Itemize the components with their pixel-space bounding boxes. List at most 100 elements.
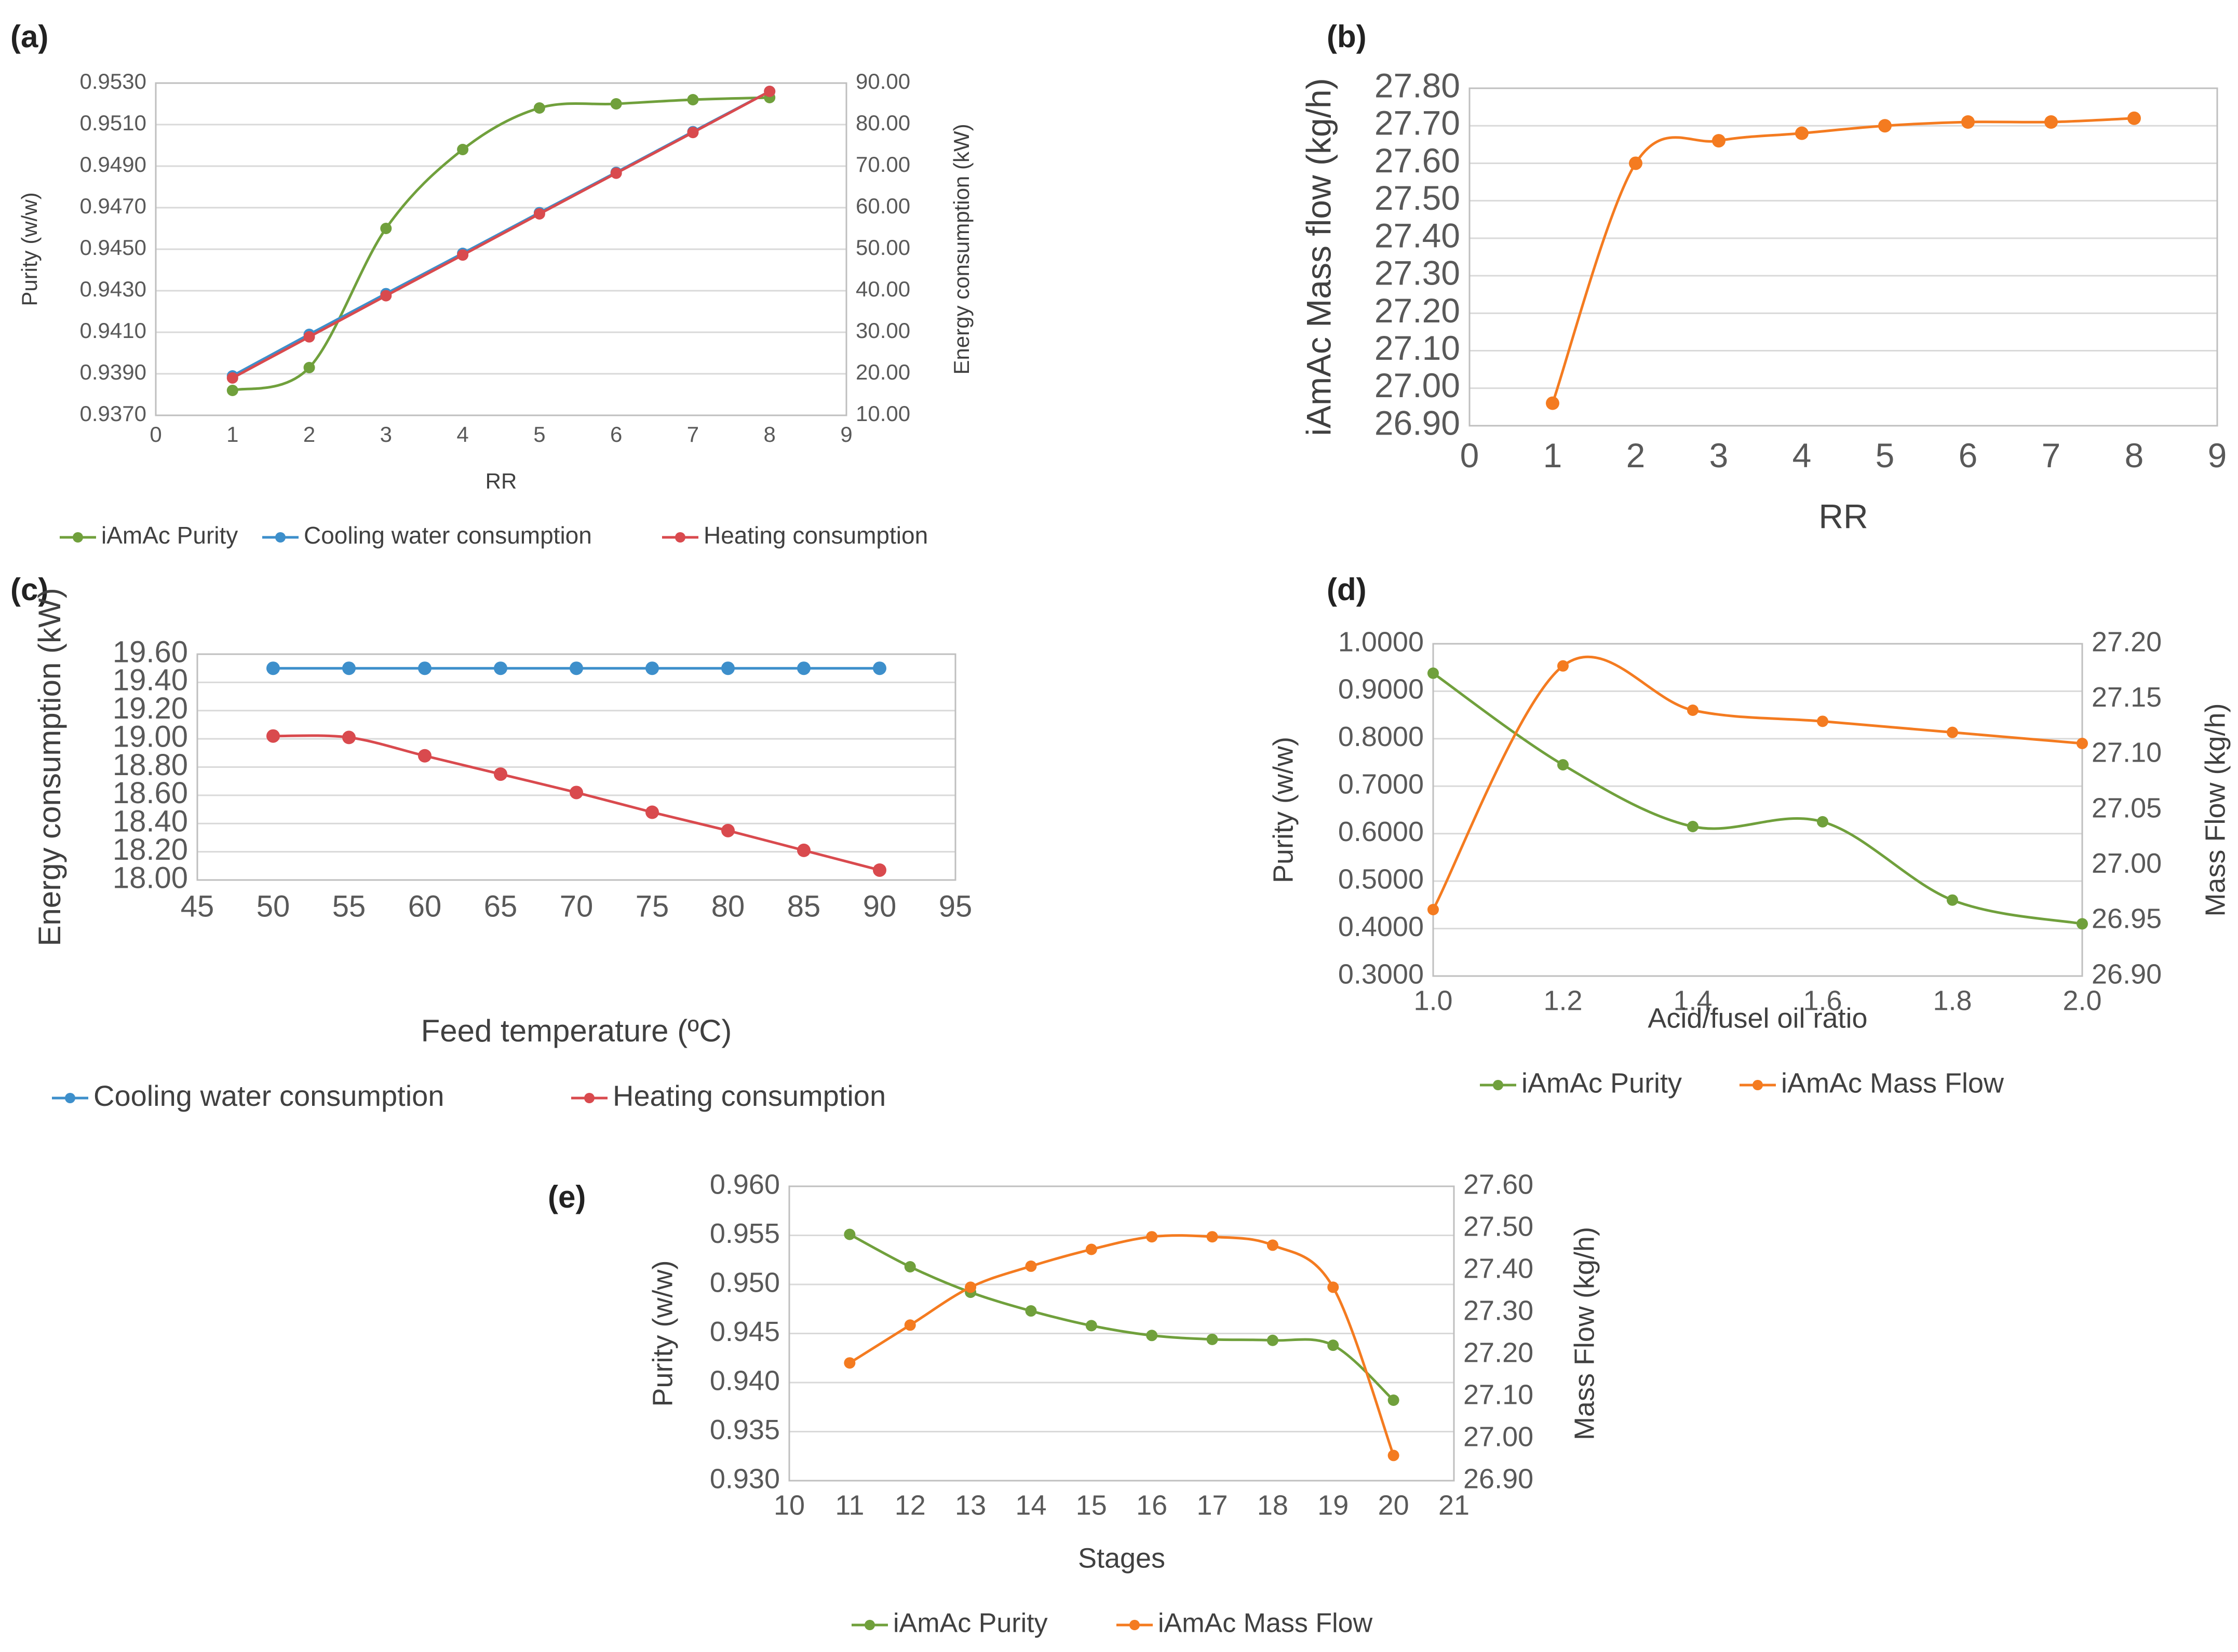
x-axis-title: RR bbox=[1818, 497, 1868, 535]
y2-tick-label: 27.00 bbox=[2092, 848, 2162, 879]
x-tick-label: 55 bbox=[332, 889, 366, 923]
plot-frame bbox=[196, 653, 956, 881]
x-tick-label: 1.6 bbox=[1803, 985, 1842, 1017]
y-tick-label: 0.9000 bbox=[1338, 674, 1424, 705]
data-point bbox=[610, 98, 622, 110]
legend-entry: iAmAc Purity bbox=[60, 522, 238, 549]
y-tick-label: 0.9370 bbox=[80, 401, 146, 426]
x-tick-label: 85 bbox=[787, 889, 821, 923]
y2-tick-label: 90.00 bbox=[856, 69, 910, 93]
x-tick-label: 17 bbox=[1197, 1490, 1228, 1521]
data-point bbox=[645, 805, 659, 819]
legend-entry: iAmAc Mass Flow bbox=[1116, 1608, 1373, 1639]
legend-swatch-marker bbox=[1752, 1080, 1763, 1090]
x-tick-label: 3 bbox=[1709, 436, 1729, 475]
y-tick-label: 19.00 bbox=[113, 720, 188, 753]
chart-a: (a) 0.9370 0.9390 0.9410 0.9430 0.9450 0.9470 0… bbox=[10, 19, 974, 549]
data-point bbox=[1795, 126, 1809, 140]
y-axis-title: iAmAc Mass flow (kg/h) bbox=[1299, 78, 1338, 436]
x-tick-label: 8 bbox=[2125, 436, 2144, 475]
data-point bbox=[1878, 119, 1892, 133]
x-tick-label: 7 bbox=[687, 422, 699, 446]
series-line-iamac-purity bbox=[849, 1233, 1395, 1401]
y2-axis-title: Mass Flow (kg/h) bbox=[1569, 1227, 1600, 1440]
chart-b: (b)26.9027.0027.1027.2027.3027.4027.5027… bbox=[1299, 19, 2227, 536]
data-point bbox=[1961, 115, 1975, 129]
data-point bbox=[226, 372, 238, 384]
y-tick-label: 0.945 bbox=[710, 1316, 780, 1347]
plot-frame bbox=[1468, 87, 2218, 427]
legend-label: iAmAc Purity bbox=[101, 522, 238, 549]
series-line-heating-consumption bbox=[273, 734, 880, 872]
panel-label: (e) bbox=[548, 1180, 586, 1214]
data-point bbox=[1947, 726, 1958, 738]
y-tick-label: 18.00 bbox=[113, 861, 188, 895]
y-axis-title: Energy consumption (kW) bbox=[32, 588, 67, 946]
x-tick-label: 11 bbox=[835, 1490, 864, 1521]
y-tick-label: 0.3000 bbox=[1338, 958, 1424, 990]
x-tick-label: 6 bbox=[1959, 436, 1978, 475]
legend-label: iAmAc Mass Flow bbox=[1158, 1608, 1373, 1639]
y-tick-label: 0.9490 bbox=[80, 152, 146, 177]
y2-tick-label: 80.00 bbox=[856, 111, 910, 135]
y-tick-label: 27.20 bbox=[1374, 291, 1460, 330]
y-tick-label: 27.00 bbox=[1374, 366, 1460, 404]
y2-tick-label: 27.30 bbox=[1463, 1295, 1533, 1326]
x-tick-label: 18 bbox=[1257, 1490, 1288, 1521]
plot-frame bbox=[155, 82, 847, 416]
legend-label: Heating consumption bbox=[704, 522, 928, 549]
y2-tick-label: 26.95 bbox=[2092, 903, 2162, 935]
chart-d: (d) 0.3000 0.4000 0.5000 0.6000 0.7000 0.8000 0… bbox=[1268, 572, 2231, 1099]
data-point bbox=[494, 767, 507, 781]
x-tick-label: 2 bbox=[303, 422, 315, 446]
data-point bbox=[1817, 816, 1828, 828]
y-tick-label: 0.9390 bbox=[80, 360, 146, 384]
data-point bbox=[1546, 396, 1559, 410]
y2-tick-label: 26.90 bbox=[1463, 1463, 1533, 1494]
legend-label: Heating consumption bbox=[613, 1079, 886, 1112]
x-tick-label: 1 bbox=[1543, 436, 1562, 475]
x-tick-label: 0 bbox=[150, 422, 161, 446]
x-tick-label: 20 bbox=[1378, 1490, 1409, 1521]
y2-tick-label: 27.10 bbox=[1463, 1379, 1533, 1410]
data-point bbox=[1629, 156, 1642, 170]
data-point bbox=[303, 331, 315, 343]
x-tick-label: 4 bbox=[456, 422, 468, 446]
y-axis-title: Purity (w/w) bbox=[17, 192, 42, 306]
panel-label: (d) bbox=[1327, 572, 1367, 607]
x-tick-label: 95 bbox=[939, 889, 973, 923]
y-tick-label: 27.10 bbox=[1374, 329, 1460, 367]
x-tick-label: 1.0 bbox=[1413, 985, 1452, 1017]
panel-label: (a) bbox=[10, 19, 48, 54]
y-axis-title: Purity (w/w) bbox=[1268, 737, 1299, 883]
y-tick-label: 0.5000 bbox=[1338, 863, 1424, 895]
data-point bbox=[2044, 115, 2058, 129]
x-tick-label: 9 bbox=[840, 422, 852, 446]
y-tick-label: 1.0000 bbox=[1338, 626, 1424, 657]
x-axis-title: Stages bbox=[1078, 1542, 1165, 1574]
data-point bbox=[645, 661, 659, 675]
y-tick-label: 19.60 bbox=[113, 635, 188, 669]
y-tick-label: 0.9470 bbox=[80, 194, 146, 218]
y2-tick-label: 27.10 bbox=[2092, 737, 2162, 768]
legend-swatch-marker bbox=[73, 532, 83, 543]
y2-tick-label: 27.20 bbox=[2092, 626, 2162, 657]
data-point bbox=[965, 1281, 977, 1293]
plot-frame bbox=[1432, 643, 2083, 977]
y-tick-label: 0.7000 bbox=[1338, 769, 1424, 800]
data-point bbox=[1025, 1305, 1037, 1317]
data-point bbox=[2077, 738, 2088, 749]
legend-entry: iAmAc Purity bbox=[852, 1608, 1048, 1639]
y-tick-label: 0.9510 bbox=[80, 111, 146, 135]
data-point bbox=[2127, 111, 2141, 125]
data-point bbox=[533, 102, 545, 114]
legend-swatch-marker bbox=[65, 1093, 75, 1103]
x-tick-label: 0 bbox=[1460, 436, 1479, 475]
y2-axis-title: Mass Flow (kg/h) bbox=[2200, 703, 2231, 916]
panel-label: (c) bbox=[10, 572, 48, 607]
data-point bbox=[2077, 918, 2088, 930]
data-point bbox=[570, 661, 583, 675]
legend-entry: iAmAc Mass Flow bbox=[1740, 1067, 2004, 1099]
data-point bbox=[904, 1319, 916, 1331]
